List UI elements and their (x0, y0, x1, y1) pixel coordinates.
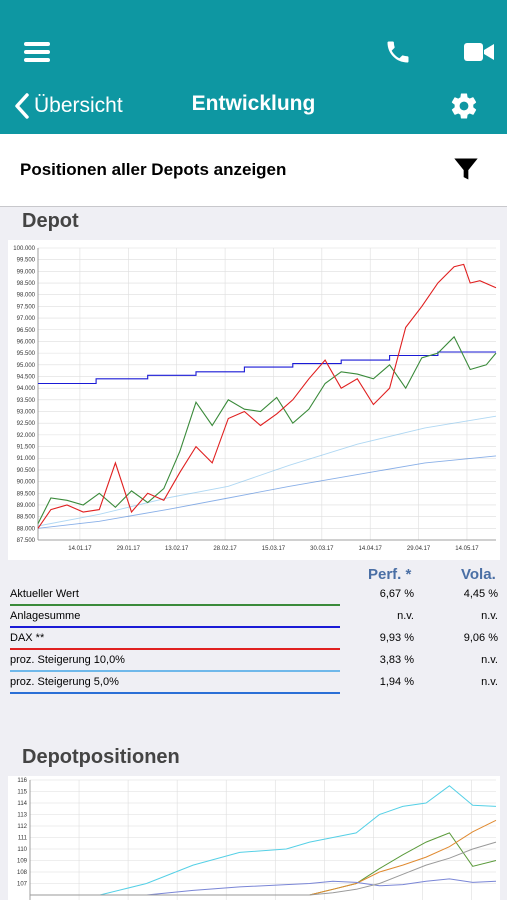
legend-row: Anlagesumme (10, 610, 340, 628)
legend-color-line (10, 692, 340, 694)
legend-vola-value: 4,45 % (463, 588, 498, 600)
y-tick-label: 98.000 (17, 293, 36, 299)
legend-row-label: proz. Steigerung 10,0% (10, 654, 125, 666)
series-line (38, 351, 496, 385)
x-tick-label: 14.04.17 (359, 546, 383, 552)
y-tick-label: 99.500 (17, 258, 36, 264)
legend-perf-value: 6,67 % (379, 588, 414, 600)
legend-perf-value: n.v. (397, 610, 414, 622)
x-tick-label: 30.03.17 (310, 546, 334, 552)
legend-row-label: Aktueller Wert (10, 588, 79, 600)
y-tick-label: 91.000 (17, 456, 36, 462)
gear-icon[interactable] (449, 91, 479, 121)
depot-section-title: Depot (22, 210, 79, 232)
x-tick-label: 29.04.17 (407, 546, 431, 552)
y-tick-label: 88.000 (17, 526, 36, 532)
legend-row: proz. Steigerung 10,0% (10, 654, 340, 672)
series-line (37, 263, 497, 529)
depot-chart: 87.500 88.000 88.500 89.000 89.500 90.000 90.5… (8, 240, 500, 560)
legend-perf-value: 3,83 % (379, 654, 414, 666)
legend-color-line (10, 670, 340, 672)
series-line (37, 455, 497, 529)
legend-row: Aktueller Wert (10, 588, 340, 606)
y-tick-label: 90.000 (17, 480, 36, 486)
legend-color-line (10, 604, 340, 606)
filter-icon[interactable] (452, 155, 480, 183)
video-camera-icon[interactable] (464, 42, 494, 62)
y-tick-label: 110 (17, 847, 27, 853)
x-tick-label: 13.02.17 (165, 546, 189, 552)
legend-vola-value: n.v. (481, 676, 498, 688)
y-tick-label: 92.500 (17, 421, 36, 427)
y-tick-label: 88.500 (17, 515, 36, 521)
y-tick-label: 96.000 (17, 339, 36, 345)
back-button[interactable]: Übersicht (14, 88, 123, 124)
y-tick-label: 98.500 (17, 281, 36, 287)
legend-row: proz. Steigerung 5,0% (10, 676, 340, 694)
x-tick-label: 28.02.17 (213, 546, 237, 552)
y-tick-label: 89.500 (17, 491, 36, 497)
series-line (37, 335, 497, 524)
y-tick-label: 91.500 (17, 445, 36, 451)
y-tick-label: 93.000 (17, 410, 36, 416)
positions-chart: 107 108 109 110 111 112 113 114 115 116 (8, 776, 500, 900)
y-tick-label: 95.500 (17, 351, 36, 357)
phone-icon[interactable] (384, 38, 412, 66)
series-line (30, 878, 497, 896)
x-tick-label: 29.01.17 (117, 546, 141, 552)
y-tick-label: 95.000 (17, 363, 36, 369)
menu-icon[interactable] (24, 42, 50, 62)
y-tick-label: 112 (17, 824, 27, 830)
x-tick-label: 14.01.17 (68, 546, 92, 552)
series-line (37, 415, 497, 527)
legend-row: DAX ** (10, 632, 340, 650)
y-tick-label: 93.500 (17, 398, 36, 404)
y-tick-label: 111 (18, 836, 28, 842)
y-tick-label: 94.500 (17, 374, 36, 380)
back-label: Übersicht (34, 94, 123, 117)
filter-row[interactable]: Positionen aller Depots anzeigen (0, 134, 507, 207)
y-tick-label: 97.000 (17, 316, 36, 322)
y-tick-label: 116 (17, 778, 27, 784)
y-tick-label: 90.500 (17, 468, 36, 474)
filter-label: Positionen aller Depots anzeigen (20, 160, 287, 179)
legend-row-label: Anlagesumme (10, 610, 81, 622)
y-tick-label: 94.000 (17, 386, 36, 392)
y-tick-label: 115 (17, 790, 27, 796)
y-tick-label: 107 (17, 882, 28, 888)
vola-header: Vola. (461, 566, 496, 583)
x-tick-label: 14.05.17 (455, 546, 479, 552)
legend-vola-value: n.v. (481, 654, 498, 666)
chevron-left-icon (15, 93, 29, 119)
y-tick-label: 114 (17, 801, 27, 807)
perf-header: Perf. * (368, 566, 412, 583)
legend-row-label: proz. Steigerung 5,0% (10, 676, 119, 688)
legend-vola-value: n.v. (481, 610, 498, 622)
legend-vola-value: 9,06 % (463, 632, 498, 644)
legend-perf-value: 9,93 % (379, 632, 414, 644)
y-tick-label: 96.500 (17, 328, 36, 334)
y-tick-label: 89.000 (17, 503, 36, 509)
y-tick-label: 87.500 (17, 538, 36, 544)
y-tick-label: 97.500 (17, 304, 36, 310)
y-tick-label: 99.000 (17, 269, 36, 275)
series-line (30, 841, 497, 896)
y-tick-label: 108 (17, 870, 28, 876)
y-tick-label: 100.000 (13, 246, 35, 252)
legend-perf-value: 1,94 % (379, 676, 414, 688)
legend-color-line (10, 626, 340, 628)
legend-color-line (10, 648, 340, 650)
positions-section-title: Depotpositionen (22, 746, 180, 768)
x-tick-label: 15.03.17 (262, 546, 286, 552)
legend-row-label: DAX ** (10, 632, 45, 644)
app-header: Übersicht Entwicklung (0, 0, 507, 134)
y-tick-label: 109 (17, 859, 28, 865)
y-tick-label: 113 (17, 813, 27, 819)
y-tick-label: 92.000 (17, 433, 36, 439)
series-line (30, 785, 497, 896)
